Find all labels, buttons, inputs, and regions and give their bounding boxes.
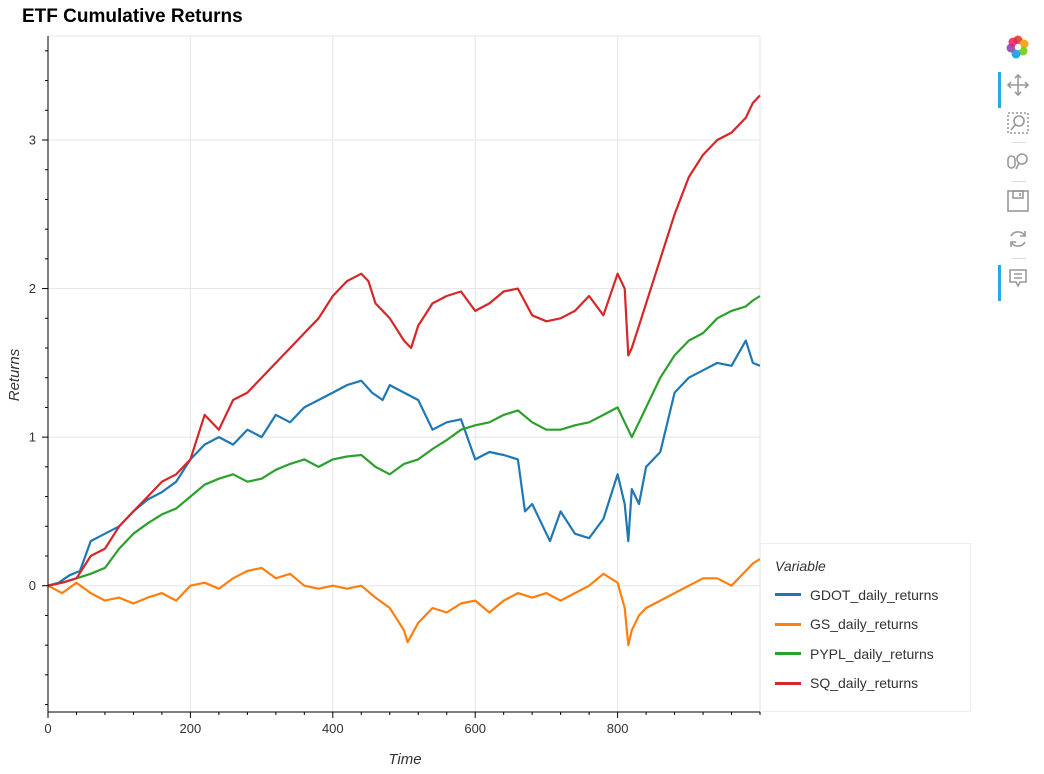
y-axis-title: Returns (6, 348, 23, 401)
x-tick-label: 600 (464, 721, 486, 736)
x-tick-label: 400 (322, 721, 344, 736)
save-tool-button[interactable] (998, 184, 1038, 218)
legend-label-pypl: PYPL_daily_returns (810, 645, 934, 662)
axes: 0 200 400 600 800 0 1 2 3 (29, 36, 761, 736)
pan-icon (1006, 73, 1030, 97)
chart-title: ETF Cumulative Returns (22, 6, 243, 27)
plot-frame (47, 35, 761, 713)
y-tick-label: 3 (29, 133, 36, 148)
legend-swatch-sq (775, 681, 801, 685)
hover-icon (1009, 269, 1027, 288)
box-zoom-tool-button[interactable] (998, 106, 1038, 140)
bokeh-logo-button[interactable] (998, 30, 1038, 64)
box-zoom-icon (1007, 112, 1029, 134)
wheel-zoom-tool-button[interactable] (998, 145, 1038, 179)
grid (47, 35, 761, 713)
toolbar-divider (1012, 258, 1026, 259)
x-axis-title: Time (388, 751, 421, 768)
legend-item-sq[interactable]: SQ_daily_returns (775, 669, 970, 699)
bokeh-logo-icon (1006, 35, 1029, 59)
hover-tool-button[interactable] (998, 261, 1038, 301)
x-tick-label: 800 (607, 721, 629, 736)
legend-label-gdot: GDOT_daily_returns (810, 586, 939, 603)
legend-title: Variable (775, 558, 826, 574)
reset-icon (1010, 231, 1026, 247)
legend-item-pypl[interactable]: PYPL_daily_returns (775, 639, 970, 669)
legend-swatch-pypl (775, 652, 801, 656)
toolbar-divider (1012, 142, 1026, 143)
x-tick-label: 200 (180, 721, 202, 736)
reset-tool-button[interactable] (998, 222, 1038, 256)
series-line-gs (47, 558, 761, 647)
save-icon (1007, 190, 1029, 212)
legend-label-sq: SQ_daily_returns (810, 675, 919, 692)
series-lines (47, 94, 761, 647)
legend-swatch-gs (775, 622, 801, 626)
wheel-zoom-icon (1007, 153, 1028, 170)
y-tick-label: 2 (29, 281, 36, 296)
legend-label-gs: GS_daily_returns (810, 616, 919, 633)
legend-swatch-gdot (775, 593, 801, 597)
legend: Variable GDOT_daily_returns GS_daily_ret… (760, 543, 971, 712)
series-line-gdot (47, 339, 761, 587)
series-line-pypl (47, 295, 761, 587)
series-line-sq (47, 94, 761, 587)
y-tick-label: 0 (29, 578, 36, 593)
toolbar-divider (1012, 181, 1026, 182)
pan-tool-button[interactable] (998, 68, 1038, 108)
chart-toolbar (998, 30, 1038, 301)
x-tick-label: 0 (44, 721, 51, 736)
y-tick-label: 1 (29, 430, 36, 445)
legend-item-gs[interactable]: GS_daily_returns (775, 610, 970, 640)
legend-item-gdot[interactable]: GDOT_daily_returns (775, 580, 970, 610)
